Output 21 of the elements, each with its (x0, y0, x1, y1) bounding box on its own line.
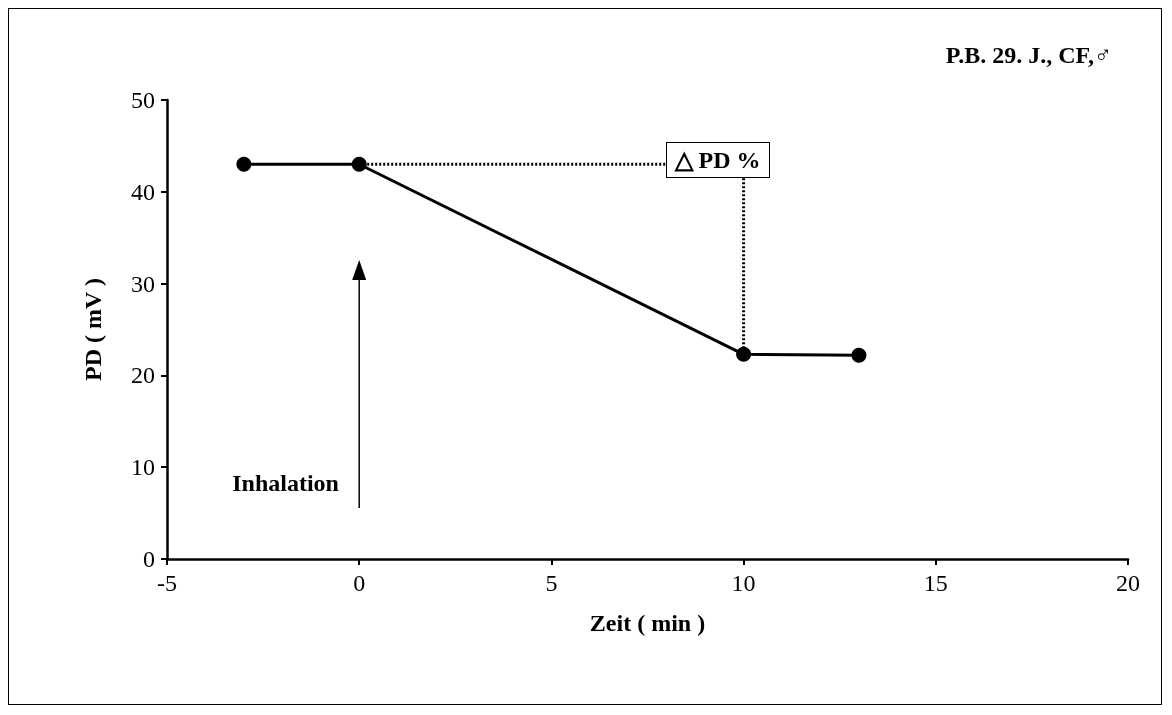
point (351, 156, 367, 172)
x-axis-title: Zeit ( min ) (589, 610, 706, 636)
point (736, 346, 752, 362)
text: P.B. 29. J., CF,♂ (945, 42, 1112, 69)
y-tick-label: 50 (131, 87, 155, 113)
y-tick-label: 40 (131, 178, 155, 205)
x-tick-label: 15 (923, 570, 948, 596)
annotation: △ PD % (665, 142, 770, 179)
x-tick-label: 5 (545, 570, 558, 596)
x-tick-label: -5 (157, 570, 177, 596)
point (236, 156, 252, 172)
y-axis-title: PD ( mV ) (80, 278, 106, 381)
y-tick-label: 0 (143, 546, 155, 572)
y-tick-label: 10 (131, 454, 155, 481)
point (851, 347, 867, 363)
y-tick-label: 20 (131, 362, 155, 389)
x-tick-label: 0 (353, 570, 366, 596)
y-tick-label: 30 (131, 270, 155, 297)
x-tick-label: 20 (1116, 570, 1140, 596)
x-tick-label: 10 (731, 570, 756, 596)
annotation: Inhalation (232, 470, 339, 497)
